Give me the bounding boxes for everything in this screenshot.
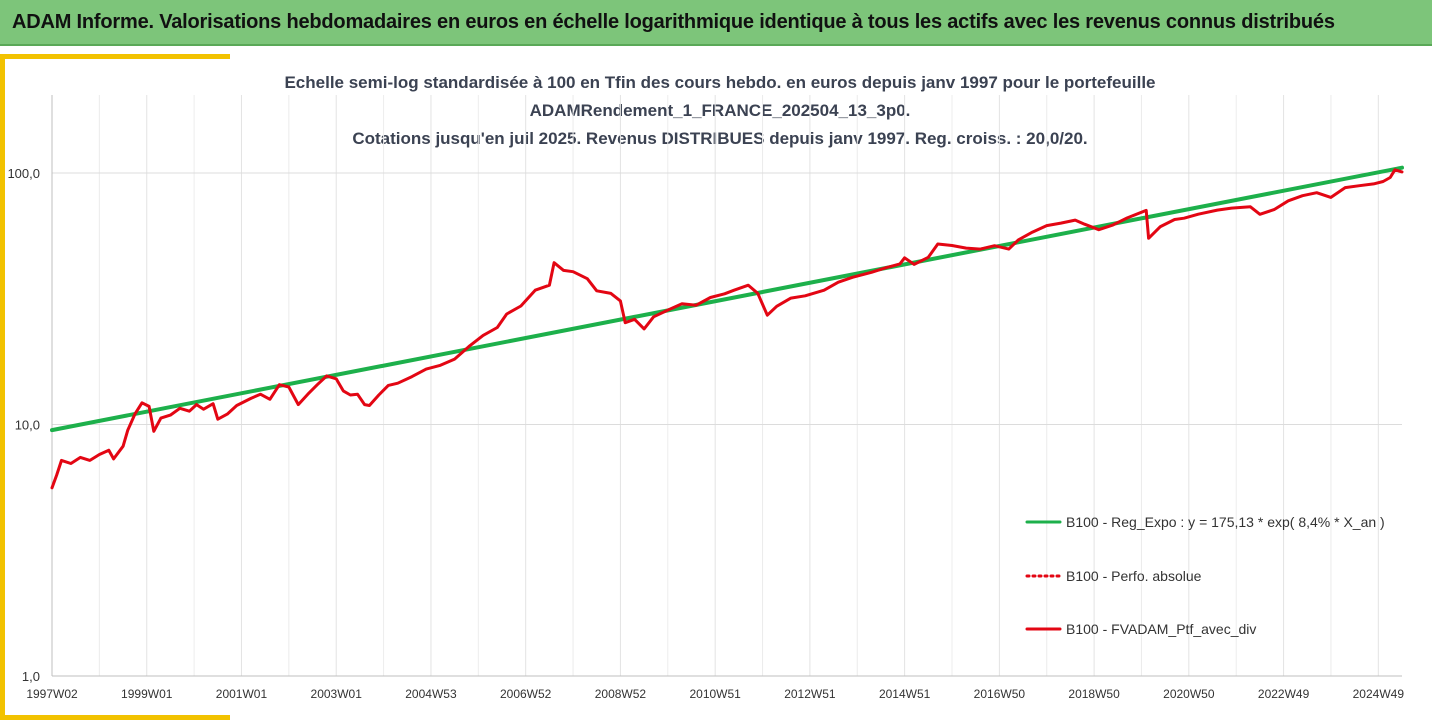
series-line-b100-reg-expo-y-175-13-exp-8-4-x-an [50, 165, 1404, 433]
x-axis: 1997W02 1999W01 2001W01 2003W01 2004W53 2006W… [26, 687, 1404, 701]
chart-title-line: ADAMRendement_1_FRANCE_202504_13_3p0. [530, 101, 911, 120]
accent-bar-left [0, 54, 5, 720]
grid [51, 95, 1402, 677]
x-tick-label: 2008W52 [595, 687, 647, 701]
y-tick-label: 1,0 [22, 669, 40, 684]
legend-label: B100 - Perfo. absolue [1066, 568, 1202, 584]
y-tick-label: 100,0 [7, 166, 40, 181]
x-tick-label: 2018W50 [1068, 687, 1120, 701]
x-tick-label: 2016W50 [974, 687, 1026, 701]
x-tick-label: 2003W01 [311, 687, 363, 701]
y-tick-label: 10,0 [15, 418, 40, 433]
x-tick-label: 2001W01 [216, 687, 268, 701]
y-axis: 1,0 10,0 100,0 [7, 166, 40, 684]
x-tick-label: 2014W51 [879, 687, 931, 701]
x-tick-label: 2006W52 [500, 687, 552, 701]
x-tick-label: 2022W49 [1258, 687, 1310, 701]
legend-label: B100 - Reg_Expo : y = 175,13 * exp( 8,4%… [1066, 514, 1385, 530]
accent-bar-bottom [0, 715, 230, 720]
x-tick-label: 1999W01 [121, 687, 173, 701]
legend-label: B100 - FVADAM_Ptf_avec_div [1066, 621, 1256, 637]
x-tick-label: 2020W50 [1163, 687, 1215, 701]
x-tick-label: 1997W02 [26, 687, 78, 701]
series-layer [50, 165, 1404, 490]
chart-title-line: Echelle semi-log standardisée à 100 en T… [284, 73, 1155, 92]
series-line-b100-fvadam-ptf-avec-div [50, 168, 1404, 490]
header-bar: ADAM Informe. Valorisations hebdomadaire… [0, 0, 1432, 46]
x-tick-label: 2024W49 [1353, 687, 1405, 701]
chart-title: Echelle semi-log standardisée à 100 en T… [284, 73, 1155, 148]
x-tick-label: 2010W51 [689, 687, 741, 701]
x-tick-label: 2012W51 [784, 687, 836, 701]
chart-title-line: Cotations jusqu'en juil 2025. Revenus DI… [352, 129, 1087, 148]
x-tick-label: 2004W53 [405, 687, 457, 701]
page-title: ADAM Informe. Valorisations hebdomadaire… [12, 11, 1335, 33]
legend: B100 - Reg_Expo : y = 175,13 * exp( 8,4%… [1025, 514, 1385, 637]
accent-bar-top [0, 54, 230, 59]
